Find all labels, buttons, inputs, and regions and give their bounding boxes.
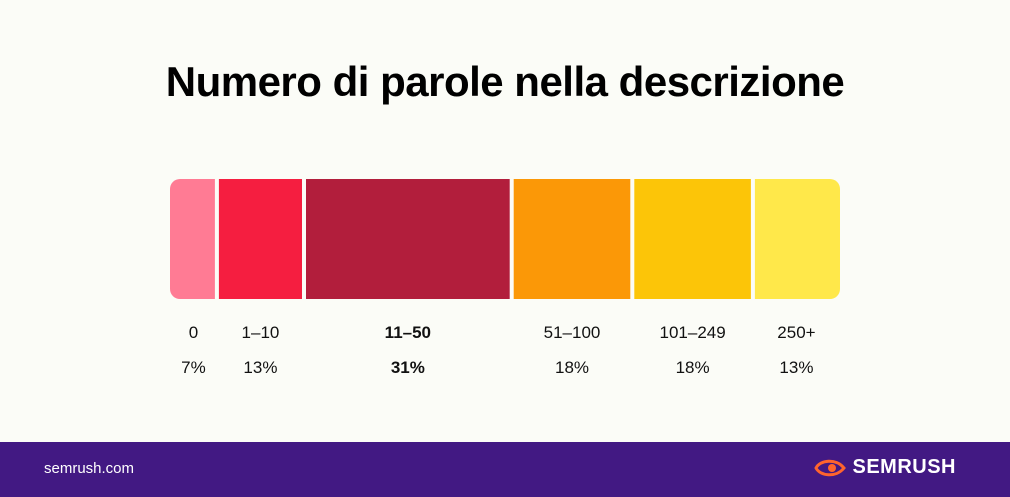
- bar-segment-3: [513, 179, 631, 299]
- value-label-5: 13%: [779, 358, 813, 377]
- bar-segment-4: [634, 179, 751, 299]
- footer-url-link[interactable]: semrush.com: [44, 460, 135, 477]
- semrush-logo[interactable]: SEMRUSH: [814, 456, 956, 479]
- bar-segment-2: [306, 179, 510, 299]
- category-label-3: 51–100: [544, 323, 601, 342]
- category-label-2: 11–50: [385, 323, 431, 342]
- category-label-5: 250+: [777, 323, 815, 342]
- category-label-4: 101–249: [660, 323, 726, 342]
- footer-bar: semrush.com SEMRUSH: [0, 442, 1010, 497]
- value-label-1: 13%: [243, 358, 277, 377]
- chart-title: Numero di parole nella descrizione: [165, 58, 845, 105]
- value-label-4: 18%: [676, 358, 710, 377]
- category-label-1: 1–10: [242, 323, 280, 342]
- stacked-bar-chart: 0 7% 1–10 13% 11–50 31% 51–100 18% 101–249 18% 250…: [170, 179, 840, 377]
- semrush-logo-text: SEMRUSH: [852, 456, 956, 478]
- category-label-0: 0: [189, 323, 198, 342]
- bar-segment-0: [170, 179, 215, 299]
- value-label-3: 18%: [555, 358, 589, 377]
- bar-segment-1: [218, 179, 302, 299]
- bar-segment-5: [754, 179, 840, 299]
- value-label-2: 31%: [391, 358, 425, 377]
- value-label-0: 7%: [181, 358, 206, 377]
- semrush-flame-icon: [814, 459, 847, 476]
